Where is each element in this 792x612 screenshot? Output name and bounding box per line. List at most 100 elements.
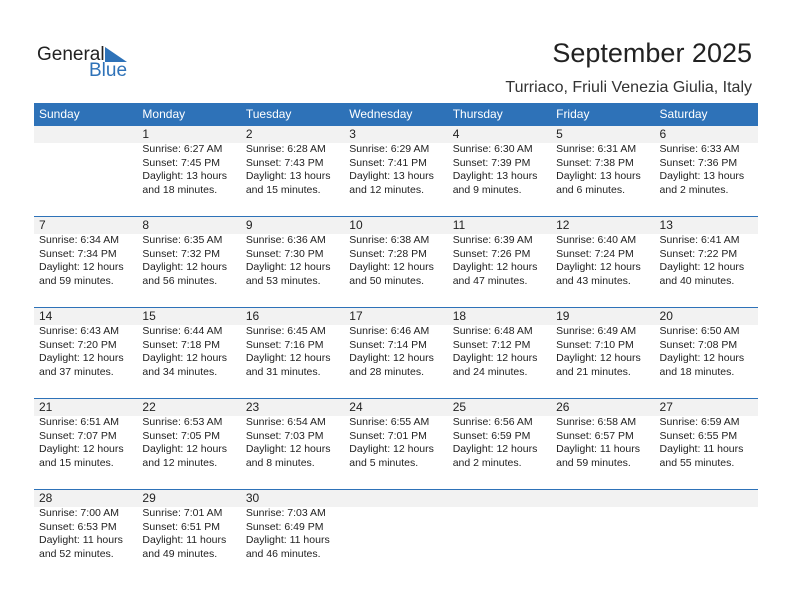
weekday-saturday: Saturday [659,107,708,121]
day-cell: 3 Sunrise: 6:29 AM Sunset: 7:41 PM Daylight… [344,126,447,197]
minutes-text: and 37 minutes. [39,365,114,378]
minutes-text: and 15 minutes. [245,183,321,196]
minutes-text: and 59 minutes. [556,456,631,469]
day-number: 2 [245,127,253,141]
minutes-text: and 24 minutes. [452,365,528,378]
sunset-text: Sunset: 6:55 PM [659,429,738,442]
sunset-text: Sunset: 6:57 PM [556,429,634,442]
day-number: 29 [142,491,156,505]
weekday-monday: Monday [142,107,186,121]
sunrise-text: Sunrise: 6:56 AM [452,416,533,428]
sunset-text: Sunset: 7:20 PM [39,338,117,351]
sunset-text: Sunset: 7:07 PM [39,429,117,442]
sunrise-text: Sunrise: 6:35 AM [142,234,223,246]
day-number: 5 [556,127,563,141]
daylight-text: Daylight: 12 hours [245,443,331,455]
daylight-text: Daylight: 13 hours [349,170,434,182]
sunrise-text: Sunrise: 6:45 AM [245,325,326,337]
day-number: 13 [659,218,673,232]
sunset-text: Sunset: 7:03 PM [245,429,324,442]
minutes-text: and 6 minutes. [556,183,625,196]
sunset-text: Sunset: 7:39 PM [452,156,531,169]
sunrise-text: Sunrise: 7:00 AM [39,507,119,519]
minutes-text: and 8 minutes. [245,456,315,469]
day-cell: 9 Sunrise: 6:36 AM Sunset: 7:30 PM Daylight… [241,217,344,288]
sunrise-text: Sunrise: 6:43 AM [39,325,119,337]
minutes-text: and 18 minutes. [142,183,218,196]
week-row: 7 Sunrise: 6:34 AM Sunset: 7:34 PM Daylight… [34,216,758,307]
day-number: 7 [39,218,46,232]
daylight-text: Daylight: 12 hours [39,443,124,455]
daylight-text: Daylight: 13 hours [556,170,641,182]
minutes-text: and 43 minutes. [556,274,631,287]
minutes-text: and 2 minutes. [659,183,729,196]
day-number: 1 [142,127,150,141]
logo-triangle-icon [105,47,127,62]
sunset-text: Sunset: 7:26 PM [452,247,531,260]
day-cell: 13 Sunrise: 6:41 AM Sunset: 7:22 PM Dayligh… [655,217,758,288]
day-number-band [34,399,758,416]
day-cell: 7 Sunrise: 6:34 AM Sunset: 7:34 PM Daylight… [34,217,137,288]
daylight-text: Daylight: 13 hours [659,170,745,182]
day-number: 20 [659,309,673,323]
sunrise-text: Sunrise: 6:58 AM [556,416,637,428]
day-number: 25 [452,400,467,414]
week-row: 28 Sunrise: 7:00 AM Sunset: 6:53 PM Dayligh… [34,489,758,580]
day-number: 26 [556,400,570,414]
day-number: 27 [659,400,673,414]
minutes-text: and 47 minutes. [452,274,528,287]
sunset-text: Sunset: 7:28 PM [349,247,427,260]
sunrise-text: Sunrise: 6:36 AM [245,234,326,246]
day-cell [344,490,447,561]
sunset-text: Sunset: 7:41 PM [349,156,427,169]
day-cell: 2 Sunrise: 6:28 AM Sunset: 7:43 PM Daylight… [241,126,344,197]
sunset-text: Sunset: 7:43 PM [245,156,324,169]
sunrise-text: Sunrise: 6:53 AM [142,416,223,428]
sunrise-text: Sunrise: 6:41 AM [659,234,740,246]
day-cell: 18 Sunrise: 6:48 AM Sunset: 7:12 PM Dayligh… [448,308,551,379]
day-number: 15 [142,309,156,323]
day-cell: 29 Sunrise: 7:01 AM Sunset: 6:51 PM Dayligh… [137,490,240,561]
daylight-text: Daylight: 12 hours [245,352,331,364]
sunrise-text: Sunrise: 6:44 AM [142,325,223,337]
minutes-text: and 31 minutes. [245,365,321,378]
day-cell: 30 Sunrise: 7:03 AM Sunset: 6:49 PM Dayligh… [241,490,344,561]
day-cell: 15 Sunrise: 6:44 AM Sunset: 7:18 PM Dayligh… [137,308,240,379]
daylight-text: Daylight: 12 hours [142,443,228,455]
day-number-band [34,126,758,143]
day-cell: 25 Sunrise: 6:56 AM Sunset: 6:59 PM Dayligh… [448,399,551,470]
day-cell: 20 Sunrise: 6:50 AM Sunset: 7:08 PM Dayligh… [655,308,758,379]
sunset-text: Sunset: 7:22 PM [659,247,738,260]
day-number: 19 [556,309,570,323]
day-cell: 23 Sunrise: 6:54 AM Sunset: 7:03 PM Dayligh… [241,399,344,470]
daylight-text: Daylight: 11 hours [556,443,640,455]
day-cell: 21 Sunrise: 6:51 AM Sunset: 7:07 PM Dayligh… [34,399,137,470]
day-cell [34,126,137,197]
daylight-text: Daylight: 12 hours [452,443,538,455]
sunrise-text: Sunrise: 7:01 AM [142,507,223,519]
minutes-text: and 12 minutes. [349,183,424,196]
day-cell: 17 Sunrise: 6:46 AM Sunset: 7:14 PM Dayligh… [344,308,447,379]
daylight-text: Daylight: 11 hours [245,534,330,546]
sunset-text: Sunset: 7:45 PM [142,156,221,169]
day-number: 4 [452,127,460,141]
day-cell: 16 Sunrise: 6:45 AM Sunset: 7:16 PM Dayligh… [241,308,344,379]
day-number-band [34,308,758,325]
daylight-text: Daylight: 13 hours [245,170,331,182]
daylight-text: Daylight: 12 hours [142,352,228,364]
sunset-text: Sunset: 7:10 PM [556,338,634,351]
sunset-text: Sunset: 6:49 PM [245,520,324,533]
sunrise-text: Sunrise: 6:59 AM [659,416,740,428]
week-row: 21 Sunrise: 6:51 AM Sunset: 7:07 PM Dayligh… [34,398,758,489]
day-number: 16 [245,309,260,323]
minutes-text: and 55 minutes. [659,456,735,469]
sunset-text: Sunset: 7:16 PM [245,338,324,351]
day-number: 8 [142,218,150,232]
sunset-text: Sunset: 7:36 PM [659,156,738,169]
minutes-text: and 9 minutes. [452,183,522,196]
daylight-text: Daylight: 13 hours [452,170,538,182]
sunset-text: Sunset: 6:51 PM [142,520,221,533]
sunset-text: Sunset: 7:34 PM [39,247,117,260]
minutes-text: and 15 minutes. [39,456,114,469]
day-cell: 27 Sunrise: 6:59 AM Sunset: 6:55 PM Dayligh… [655,399,758,470]
